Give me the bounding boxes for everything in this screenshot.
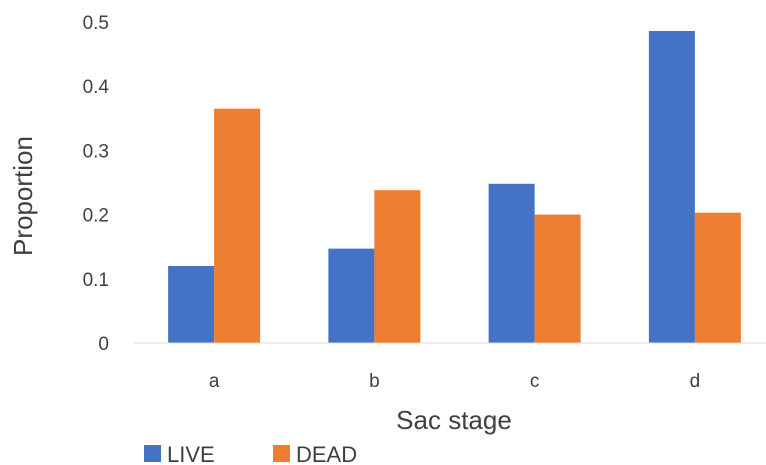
y-tick-label: 0.1: [83, 270, 109, 291]
legend: LIVE DEAD: [144, 442, 357, 465]
x-tick-label: a: [209, 371, 220, 392]
bar-live-c: [488, 183, 535, 343]
y-tick-label: 0.2: [83, 206, 109, 227]
bar-dead-a: [214, 108, 261, 343]
y-tick-label: 0: [98, 334, 109, 355]
legend-label-live: LIVE: [167, 442, 215, 465]
legend-swatch-dead: [273, 445, 290, 462]
y-axis-title: Proportion: [8, 136, 38, 256]
bar-dead-b: [374, 190, 421, 343]
bar-live-d: [648, 30, 695, 343]
y-tick-label: 0.3: [83, 141, 109, 162]
x-tick-label: b: [369, 371, 380, 392]
legend-swatch-live: [144, 445, 161, 462]
bar-dead-c: [534, 214, 581, 343]
y-tick-label: 0.4: [83, 77, 110, 98]
legend-label-dead: DEAD: [296, 442, 357, 465]
x-tick-label: d: [690, 371, 701, 392]
x-axis-title: Sac stage: [396, 405, 512, 435]
x-axis-ticks: a b c d: [209, 371, 700, 392]
y-axis-ticks: 0 0.1 0.2 0.3 0.4 0.5: [83, 13, 110, 355]
bar-live-a: [168, 265, 215, 343]
x-tick-label: c: [530, 371, 540, 392]
bar-live-b: [328, 248, 375, 343]
bars-group: [168, 30, 741, 343]
bar-dead-d: [694, 212, 741, 343]
y-tick-label: 0.5: [83, 13, 109, 34]
